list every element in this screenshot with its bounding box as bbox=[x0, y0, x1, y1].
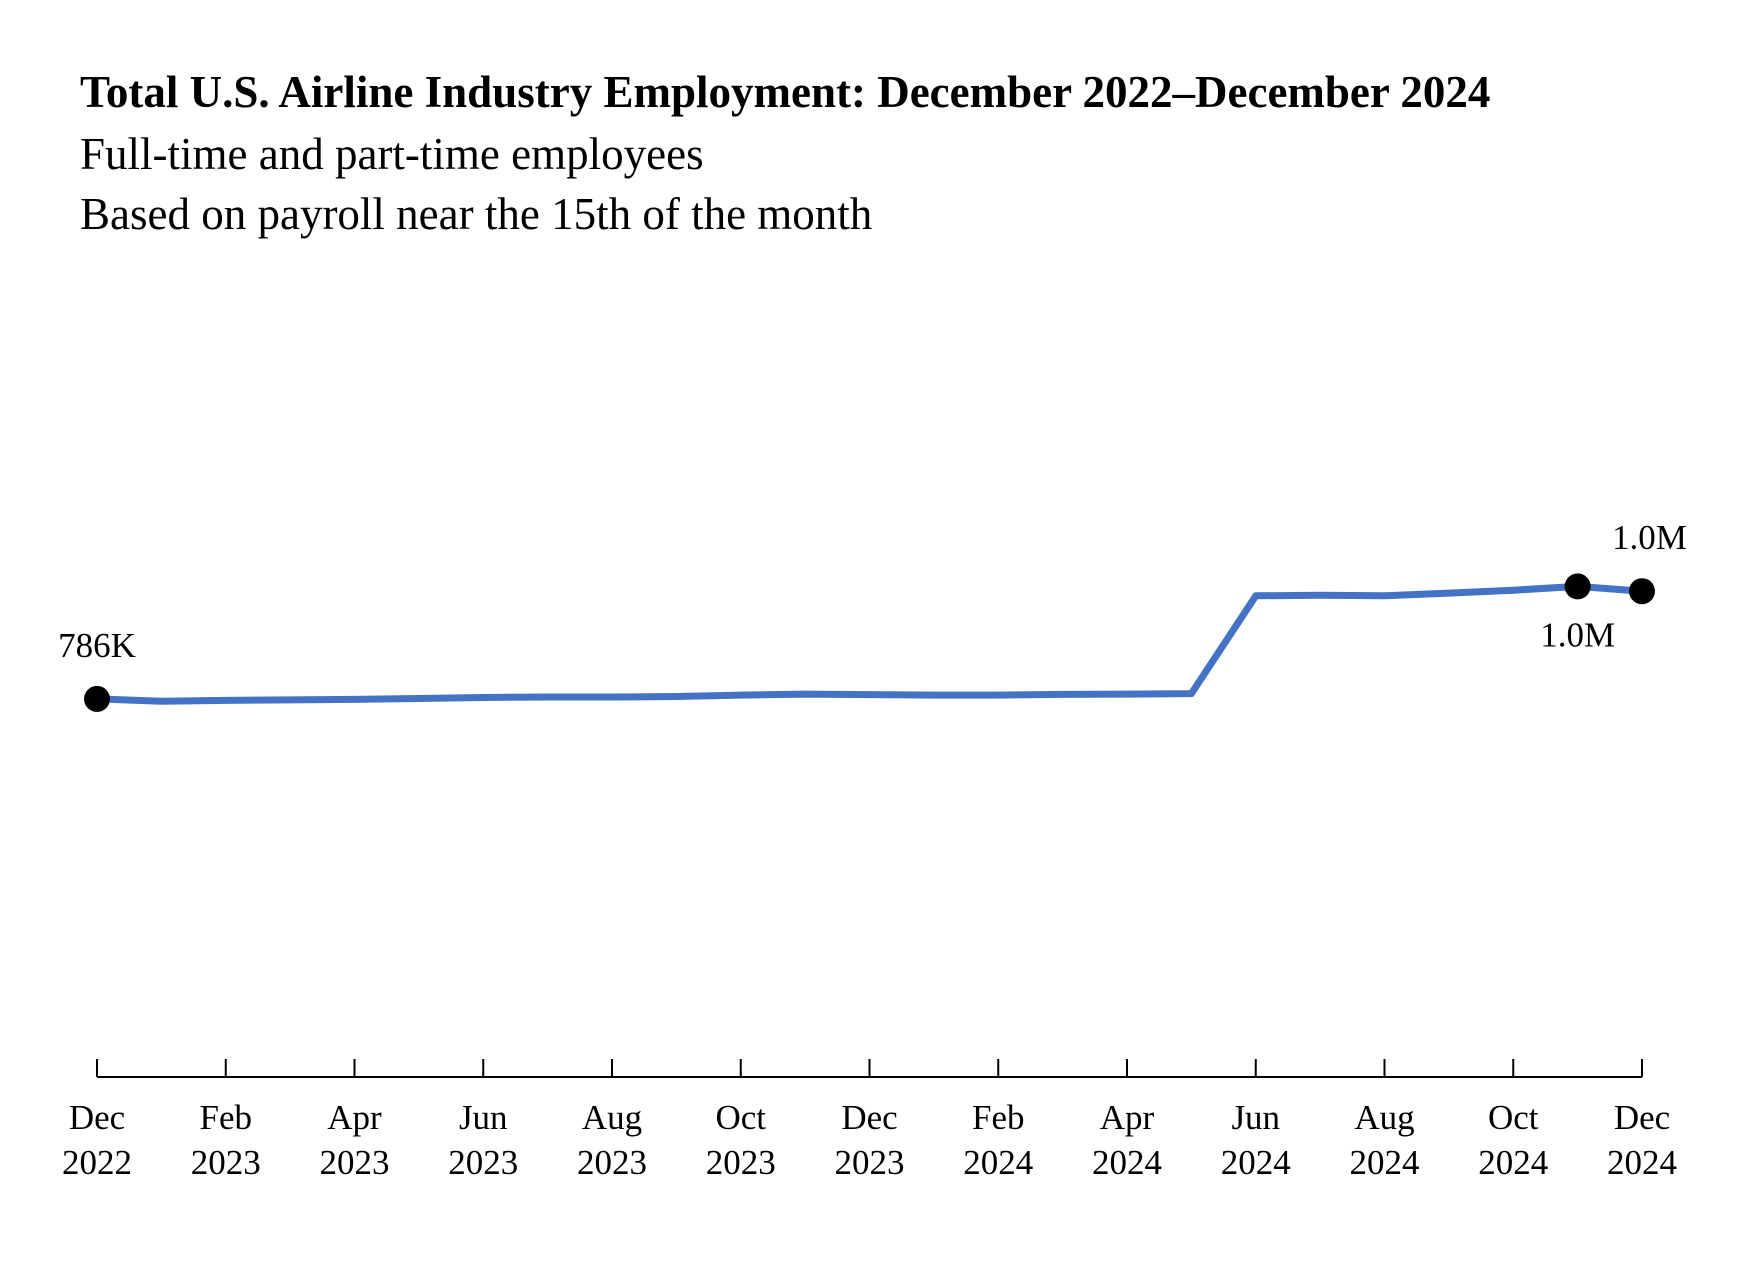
x-tick-label-month: Aug bbox=[1354, 1098, 1414, 1137]
data-label: 1.0M bbox=[1612, 518, 1687, 557]
series-layer bbox=[93, 582, 1646, 705]
x-tick-label-month: Dec bbox=[1614, 1098, 1670, 1137]
x-tick-label-month: Aug bbox=[582, 1098, 642, 1137]
x-tick-label-year: 2024 bbox=[1221, 1143, 1291, 1182]
x-tick-label-year: 2023 bbox=[448, 1143, 518, 1182]
x-tick-label-year: 2024 bbox=[963, 1143, 1033, 1182]
data-point-marker bbox=[1564, 573, 1591, 600]
x-tick-label-year: 2024 bbox=[1092, 1143, 1162, 1182]
x-tick-label-year: 2024 bbox=[1350, 1143, 1420, 1182]
x-axis: Dec 2022 Feb 2023 Apr 2023 Jun 2023 Aug 2023 Oct 20… bbox=[62, 1059, 1677, 1182]
marker-layer: 786K 1.0M 1.0M bbox=[58, 518, 1687, 712]
x-tick-label-year: 2023 bbox=[706, 1143, 776, 1182]
series-line bbox=[93, 582, 1646, 705]
x-tick-label-month: Dec bbox=[69, 1098, 125, 1137]
chart-title: Total U.S. Airline Industry Employment: … bbox=[80, 67, 1491, 117]
x-tick-label-month: Jun bbox=[459, 1098, 508, 1137]
x-tick-label-year: 2023 bbox=[835, 1143, 905, 1182]
data-label: 786K bbox=[58, 626, 136, 665]
x-tick-label-year: 2023 bbox=[320, 1143, 390, 1182]
x-tick-label-month: Oct bbox=[1488, 1098, 1539, 1137]
chart-subtitle-line-1: Full-time and part-time employees bbox=[80, 129, 704, 179]
x-tick-label-year: 2023 bbox=[577, 1143, 647, 1182]
x-tick-label-month: Feb bbox=[972, 1098, 1025, 1137]
x-tick-label-month: Jun bbox=[1231, 1098, 1280, 1137]
x-tick-label-month: Apr bbox=[1100, 1098, 1155, 1137]
x-tick-label-month: Dec bbox=[841, 1098, 897, 1137]
data-label: 1.0M bbox=[1540, 615, 1615, 654]
x-tick-label-year: 2024 bbox=[1607, 1143, 1677, 1182]
x-tick-label-month: Feb bbox=[200, 1098, 253, 1137]
x-tick-label-month: Oct bbox=[715, 1098, 766, 1137]
data-point-marker bbox=[84, 685, 110, 712]
data-point-marker bbox=[1629, 578, 1655, 605]
x-tick-label-month: Apr bbox=[327, 1098, 382, 1137]
chart-subtitle-line-2: Based on payroll near the 15th of the mo… bbox=[80, 189, 873, 239]
x-tick-label-year: 2023 bbox=[191, 1143, 261, 1182]
x-tick-label-year: 2024 bbox=[1478, 1143, 1548, 1182]
x-tick-label-year: 2022 bbox=[62, 1143, 132, 1182]
